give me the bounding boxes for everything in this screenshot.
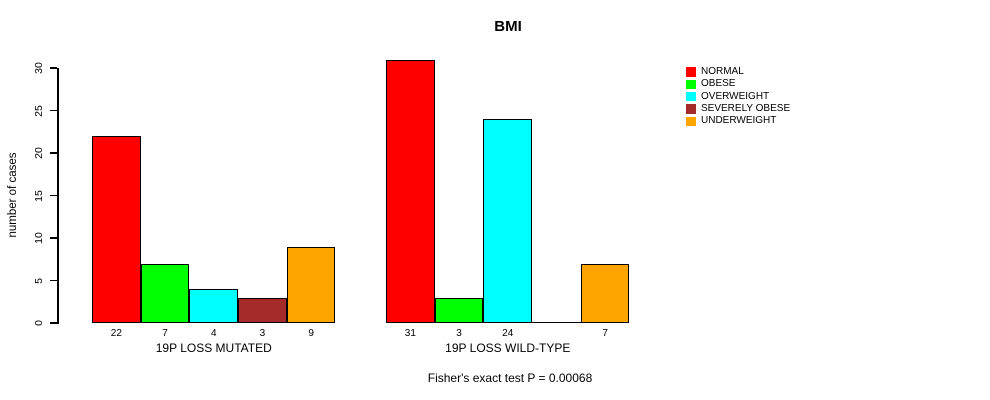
y-axis-tick-label: 20 (33, 147, 45, 159)
y-axis-tick (50, 237, 57, 239)
bar-value-label: 3 (259, 328, 266, 339)
legend-item: OBESE (686, 78, 790, 90)
y-axis-tick-label: 5 (33, 277, 45, 284)
bar-severely-obese (238, 297, 287, 323)
zero-bar-severely-obese (532, 321, 581, 323)
bar-value-label: 3 (456, 328, 462, 339)
y-axis-tick (50, 322, 57, 324)
bar-value-label: 9 (308, 328, 314, 339)
group-label: 19P LOSS WILD-TYPE (445, 341, 571, 355)
footnote: Fisher's exact test P = 0.00068 (427, 371, 593, 385)
bar-normal (92, 136, 141, 323)
y-axis-tick-label: 25 (33, 104, 45, 117)
bar-normal (386, 59, 435, 323)
bar-underweight (580, 263, 630, 323)
y-axis-tick-label: 30 (33, 62, 45, 74)
y-axis-tick (50, 279, 57, 282)
legend-item: OVERWEIGHT (686, 91, 790, 103)
group-label: 19P LOSS MUTATED (155, 341, 272, 355)
y-axis-title: number of cases (7, 152, 19, 238)
y-axis-tick-label: 15 (33, 189, 45, 202)
bar-obese (140, 263, 190, 323)
legend-swatch-icon (686, 116, 696, 127)
y-axis-tick (50, 194, 57, 197)
legend-label: OVERWEIGHT (701, 90, 770, 102)
legend-label: UNDERWEIGHT (701, 115, 777, 127)
y-axis-tick (50, 152, 57, 154)
y-axis-tick (50, 109, 57, 112)
legend-swatch-icon (686, 91, 696, 102)
y-axis-tick (50, 67, 57, 69)
y-axis-tick-label: 10 (33, 232, 45, 244)
legend-swatch-icon (686, 67, 696, 77)
bar-value-label: 7 (162, 328, 168, 339)
legend-swatch-icon (686, 79, 696, 90)
bar-value-label: 24 (502, 328, 514, 339)
legend-item: NORMAL (686, 66, 790, 78)
chart-title: BMI (494, 18, 522, 35)
bar-underweight (286, 246, 336, 323)
bar-obese (434, 297, 484, 323)
bar-overweight (483, 119, 533, 323)
bar-value-label: 22 (110, 328, 122, 339)
legend-swatch-icon (686, 104, 696, 114)
legend-item: UNDERWEIGHT (686, 115, 790, 127)
legend-label: OBESE (701, 78, 736, 90)
bar-overweight (189, 289, 239, 323)
bar-value-label: 7 (602, 328, 608, 339)
legend-label: NORMAL (701, 66, 744, 78)
legend-item: SEVERELY OBESE (686, 103, 790, 115)
y-axis-line (57, 68, 59, 324)
bar-value-label: 31 (404, 328, 416, 339)
legend: NORMAL OBESE OVERWEIGHT SEVERELY OBESE UNDER… (686, 66, 790, 127)
legend-label: SEVERELY OBESE (701, 103, 791, 115)
bar-value-label: 4 (210, 328, 217, 339)
y-axis-tick-label: 0 (33, 320, 45, 326)
